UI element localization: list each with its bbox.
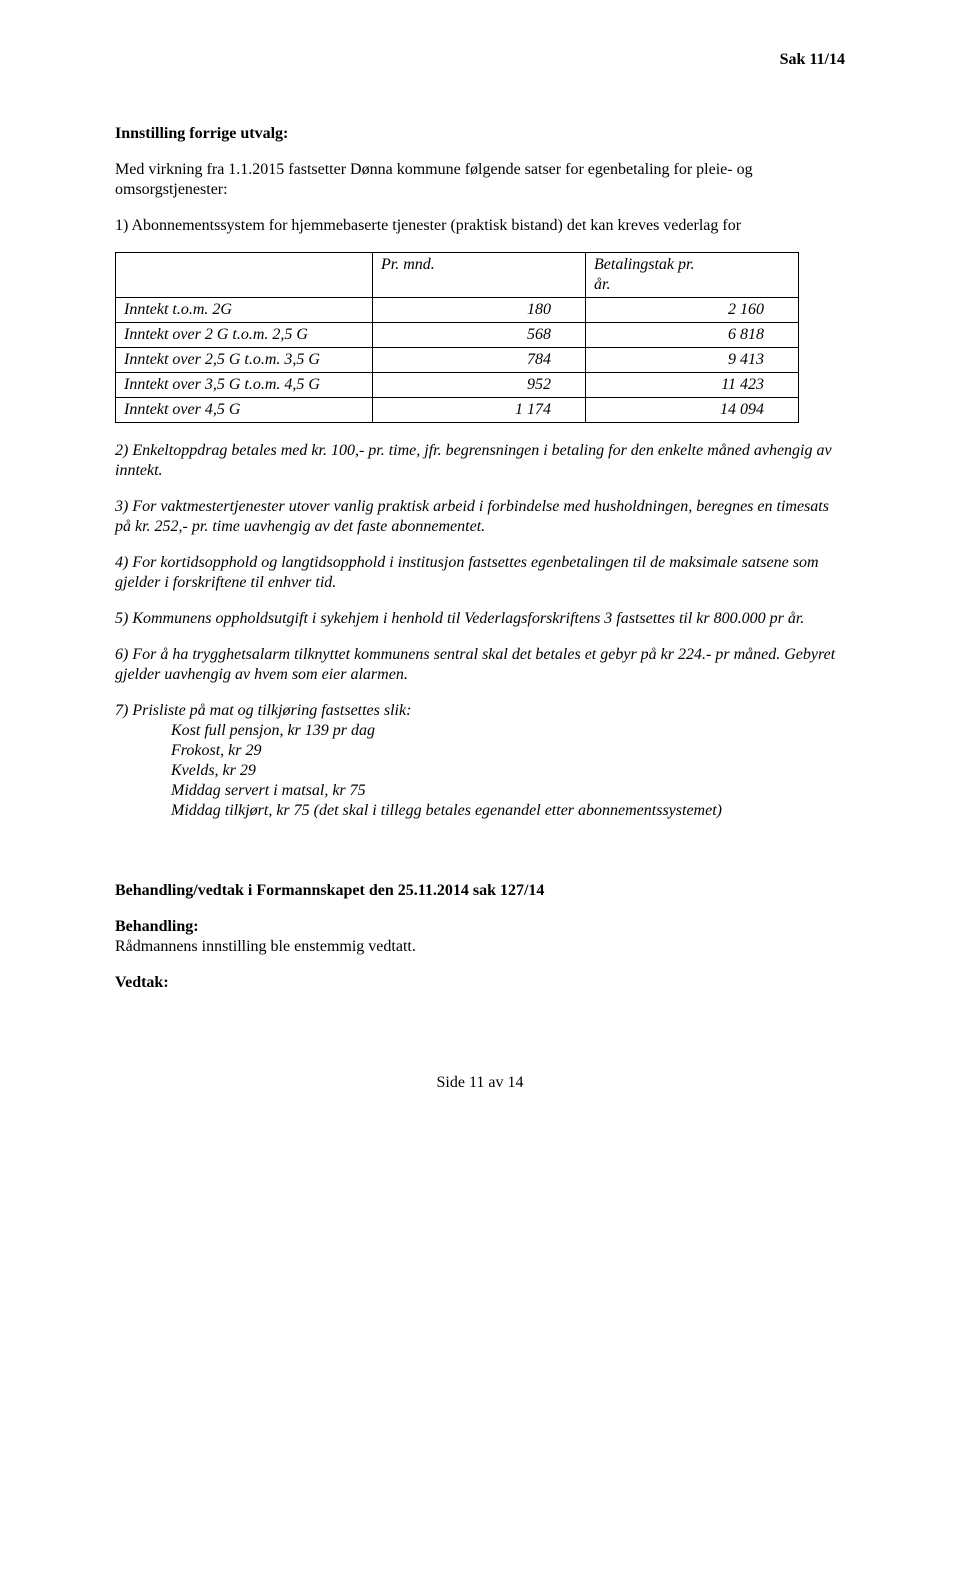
table-cell: 1 174	[373, 398, 586, 423]
list-item: Middag tilkjørt, kr 75 (det skal i tille…	[171, 801, 845, 821]
table-header-empty	[116, 253, 373, 298]
table-cell: 11 423	[586, 373, 799, 398]
list-item: Frokost, kr 29	[171, 741, 845, 761]
section-title-behandling-vedtak: Behandling/vedtak i Formannskapet den 25…	[115, 881, 845, 901]
list-item: Kost full pensjon, kr 139 pr dag	[171, 721, 845, 741]
table-header-per-month: Pr. mnd.	[373, 253, 586, 298]
vedtak-label: Vedtak:	[115, 973, 845, 993]
table-cell: 784	[373, 348, 586, 373]
table-row: Inntekt over 3,5 G t.o.m. 4,5 G 952 11 4…	[116, 373, 799, 398]
item-4: 4) For kortidsopphold og langtidsopphold…	[115, 553, 845, 593]
table-row: Pr. mnd. Betalingstak pr. år.	[116, 253, 799, 298]
lead-paragraph: Med virkning fra 1.1.2015 fastsetter Døn…	[115, 160, 845, 200]
table-header-line1: Betalingstak pr.	[594, 256, 694, 273]
item-5: 5) Kommunens oppholdsutgift i sykehjem i…	[115, 609, 845, 629]
table-cell-label: Inntekt over 2 G t.o.m. 2,5 G	[116, 323, 373, 348]
rates-table: Pr. mnd. Betalingstak pr. år. Inntekt t.…	[115, 252, 799, 423]
table-cell: 6 818	[586, 323, 799, 348]
table-cell: 952	[373, 373, 586, 398]
table-cell-label: Inntekt over 2,5 G t.o.m. 3,5 G	[116, 348, 373, 373]
table-row: Inntekt t.o.m. 2G 180 2 160	[116, 298, 799, 323]
section-title-innstilling: Innstilling forrige utvalg:	[115, 124, 845, 144]
item-7-lead: 7) Prisliste på mat og tilkjøring fastse…	[115, 701, 845, 721]
behandling-label: Behandling:	[115, 917, 845, 937]
table-cell: 2 160	[586, 298, 799, 323]
table-cell: 14 094	[586, 398, 799, 423]
item-3: 3) For vaktmestertjenester utover vanlig…	[115, 497, 845, 537]
table-row: Inntekt over 4,5 G 1 174 14 094	[116, 398, 799, 423]
table-cell: 9 413	[586, 348, 799, 373]
list-item: Middag servert i matsal, kr 75	[171, 781, 845, 801]
table-cell-label: Inntekt t.o.m. 2G	[116, 298, 373, 323]
table-cell-label: Inntekt over 4,5 G	[116, 398, 373, 423]
page-footer: Side 11 av 14	[115, 1073, 845, 1093]
item-6: 6) For å ha trygghetsalarm tilknyttet ko…	[115, 645, 845, 685]
list-item: Kvelds, kr 29	[171, 761, 845, 781]
table-cell: 180	[373, 298, 586, 323]
case-number: Sak 11/14	[115, 50, 845, 70]
table-cell-label: Inntekt over 3,5 G t.o.m. 4,5 G	[116, 373, 373, 398]
behandling-text: Rådmannens innstilling ble enstemmig ved…	[115, 937, 845, 957]
table-row: Inntekt over 2,5 G t.o.m. 3,5 G 784 9 41…	[116, 348, 799, 373]
table-header-line2: år.	[594, 276, 610, 293]
table-row: Inntekt over 2 G t.o.m. 2,5 G 568 6 818	[116, 323, 799, 348]
item-7-list: Kost full pensjon, kr 139 pr dag Frokost…	[115, 721, 845, 821]
page: Sak 11/14 Innstilling forrige utvalg: Me…	[0, 0, 960, 1575]
table-header-ceiling: Betalingstak pr. år.	[586, 253, 799, 298]
item-2: 2) Enkeltoppdrag betales med kr. 100,- p…	[115, 441, 845, 481]
item-1: 1) Abonnementssystem for hjemmebaserte t…	[115, 216, 845, 236]
table-cell: 568	[373, 323, 586, 348]
